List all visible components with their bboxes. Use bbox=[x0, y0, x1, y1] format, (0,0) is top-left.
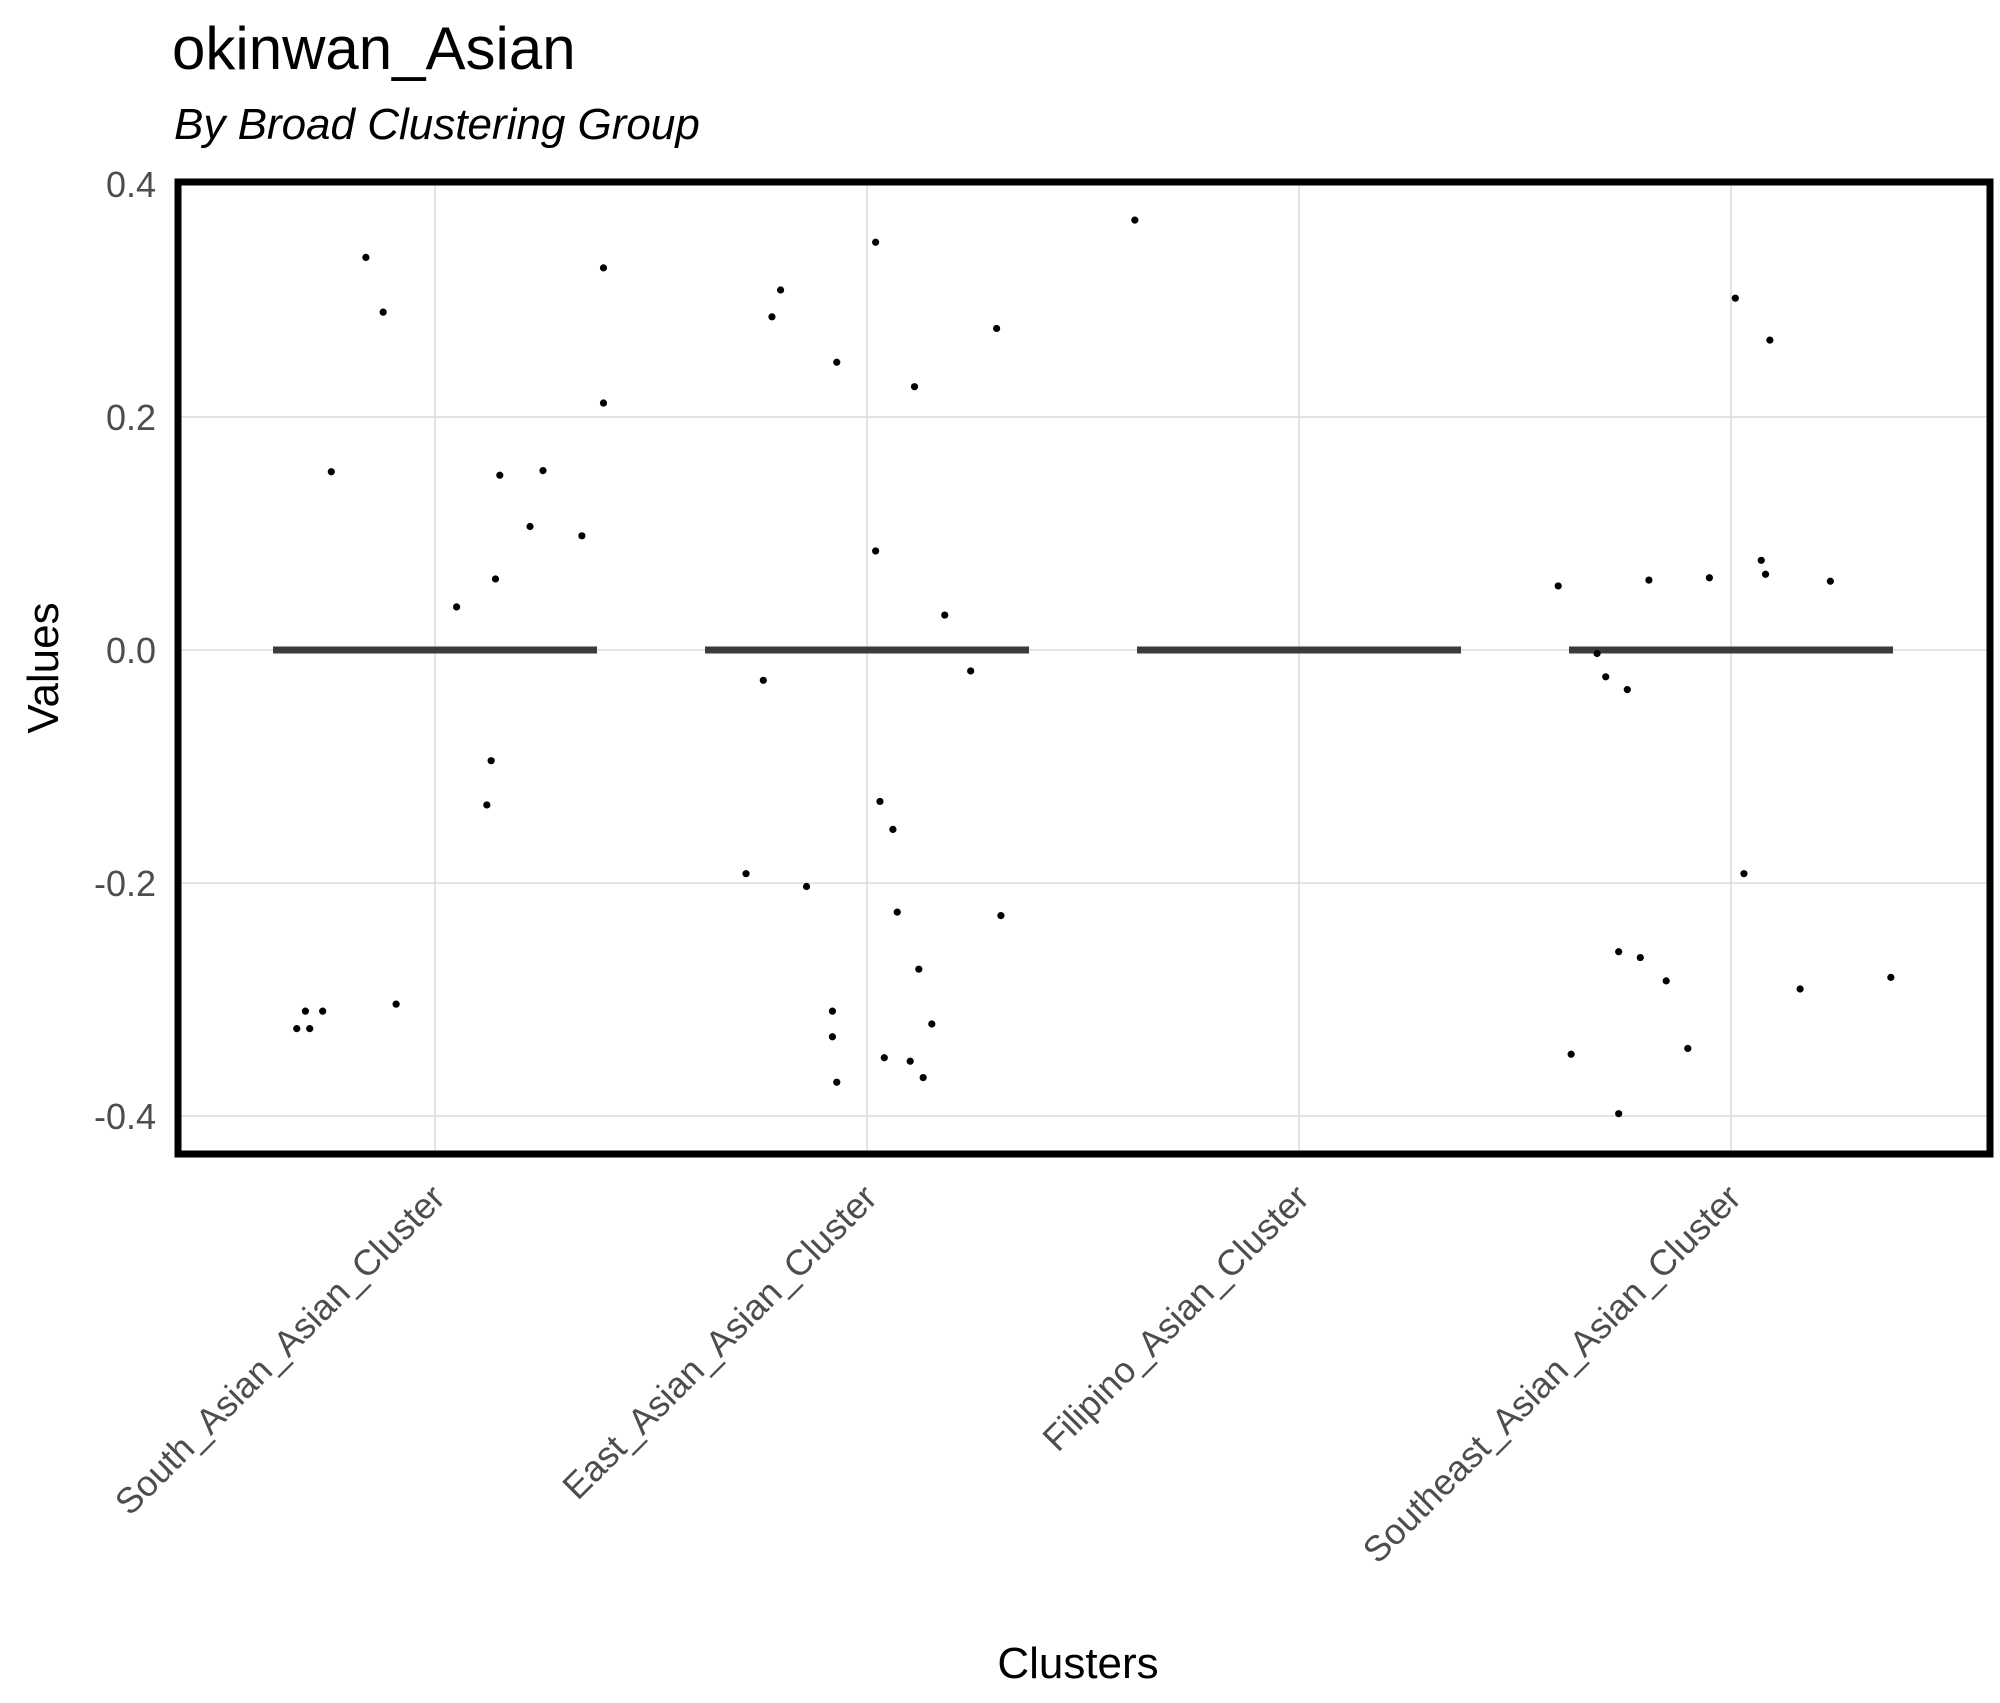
data-point bbox=[828, 1033, 837, 1041]
data-point bbox=[768, 313, 776, 321]
data-point bbox=[1731, 294, 1739, 302]
x-tick-label: South_Asian_Asian_Cluster bbox=[107, 1177, 453, 1523]
data-point bbox=[1645, 576, 1653, 584]
data-point bbox=[496, 471, 504, 479]
data-point bbox=[293, 1025, 301, 1033]
data-point bbox=[1887, 973, 1895, 981]
data-point bbox=[893, 908, 901, 916]
data-point bbox=[362, 253, 370, 261]
panel-border bbox=[174, 178, 1994, 1158]
data-point bbox=[1615, 1110, 1623, 1118]
data-point bbox=[993, 324, 1001, 333]
data-point bbox=[487, 757, 495, 765]
data-point bbox=[1796, 985, 1804, 993]
data-point bbox=[1757, 556, 1765, 564]
data-point bbox=[1131, 216, 1139, 224]
data-point bbox=[1705, 574, 1713, 582]
data-point bbox=[453, 603, 461, 611]
data-point bbox=[872, 547, 880, 555]
data-point bbox=[1684, 1044, 1692, 1053]
y-tick-label: -0.2 bbox=[94, 863, 156, 904]
data-point bbox=[876, 797, 884, 806]
data-point bbox=[599, 399, 608, 407]
data-point bbox=[1602, 673, 1610, 681]
y-tick-label: -0.4 bbox=[94, 1096, 156, 1137]
y-axis-title: Values bbox=[19, 602, 68, 733]
data-point bbox=[1593, 649, 1601, 658]
data-point bbox=[526, 522, 534, 531]
data-point bbox=[967, 667, 975, 675]
x-tick-label: Filipino_Asian_Cluster bbox=[1034, 1177, 1316, 1459]
data-point bbox=[379, 308, 387, 316]
x-tick-label: East_Asian_Asian_Cluster bbox=[554, 1177, 884, 1507]
chart-subtitle: By Broad Clustering Group bbox=[174, 100, 700, 149]
data-point bbox=[578, 532, 586, 540]
y-axis-ticks: 0.4 0.2 0.0 -0.2 -0.4 bbox=[94, 164, 156, 1137]
data-point bbox=[1623, 686, 1631, 694]
data-point bbox=[910, 383, 919, 391]
data-point bbox=[941, 611, 949, 619]
x-axis-ticks: South_Asian_Asian_Cluster East_Asian_Asia… bbox=[107, 1177, 1749, 1571]
data-point bbox=[889, 825, 897, 834]
data-point bbox=[742, 870, 750, 878]
chart-title: okinwan_Asian bbox=[172, 15, 576, 82]
data-point bbox=[539, 466, 547, 475]
data-point bbox=[1761, 570, 1770, 578]
data-point bbox=[1662, 977, 1670, 985]
data-point bbox=[491, 575, 500, 583]
data-point bbox=[833, 1078, 841, 1086]
data-point bbox=[327, 468, 335, 476]
data-point bbox=[1567, 1050, 1575, 1058]
data-point bbox=[802, 882, 811, 891]
data-point bbox=[928, 1020, 936, 1028]
data-point bbox=[599, 264, 608, 272]
y-tick-label: 0.2 bbox=[106, 397, 156, 438]
data-point bbox=[1766, 336, 1774, 344]
data-point bbox=[915, 965, 923, 973]
data-point bbox=[880, 1054, 888, 1062]
grid-lines bbox=[178, 182, 1990, 1154]
data-point bbox=[1826, 577, 1834, 585]
data-point bbox=[759, 676, 767, 684]
data-point bbox=[483, 801, 491, 809]
y-tick-label: 0.4 bbox=[106, 164, 156, 205]
data-point bbox=[1554, 582, 1562, 590]
data-point bbox=[833, 358, 841, 366]
data-point bbox=[306, 1025, 314, 1033]
data-point bbox=[906, 1057, 914, 1065]
x-tick-label: Southeast_Asian_Asian_Cluster bbox=[1355, 1177, 1749, 1571]
data-point bbox=[777, 286, 785, 294]
data-point bbox=[872, 238, 880, 246]
x-axis-title: Clusters bbox=[997, 1639, 1158, 1688]
data-point bbox=[1740, 870, 1748, 878]
data-point bbox=[919, 1073, 927, 1082]
data-point bbox=[392, 1000, 400, 1008]
data-point bbox=[997, 912, 1005, 920]
data-point bbox=[301, 1007, 309, 1015]
data-point bbox=[1636, 953, 1644, 962]
data-points bbox=[293, 216, 1895, 1118]
data-point bbox=[319, 1007, 327, 1015]
data-point bbox=[828, 1007, 837, 1015]
data-point bbox=[1615, 948, 1623, 956]
y-tick-label: 0.0 bbox=[106, 630, 156, 671]
